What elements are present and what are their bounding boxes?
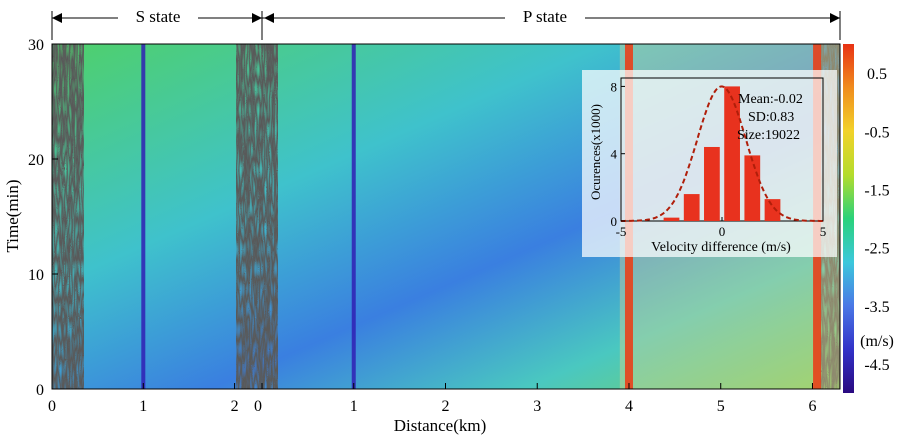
- heatmap-feature-stripe: [141, 44, 146, 389]
- inset-bar: [663, 217, 680, 221]
- inset-x-tick-label: 5: [820, 224, 827, 239]
- inset-y-tick-label: 8: [611, 79, 618, 94]
- colorbar-tick-label: 0.5: [867, 66, 887, 83]
- inset-x-tick-label: -5: [616, 224, 627, 239]
- panel-headers: S state P state: [51, 6, 841, 40]
- inset-x-tick-label: 0: [719, 224, 726, 239]
- colorbar-unit: (m/s): [860, 333, 894, 350]
- inset-bar: [704, 146, 720, 221]
- s-state-label: S state: [136, 7, 181, 26]
- y-tick-label: 0: [36, 382, 44, 399]
- inset-bar: [683, 194, 700, 221]
- inset-bars: [663, 86, 781, 221]
- y-tick-labels: 0 10 20 30: [28, 37, 58, 399]
- x-tick-label: 1: [139, 398, 147, 415]
- y-tick-label: 10: [28, 267, 44, 284]
- colorbar-tick-labels: 0.5 -0.5 -1.5 -2.5 -3.5 -4.5: [864, 66, 889, 374]
- colorbar: 0.5 -0.5 -1.5 -2.5 -3.5 -4.5 (m/s): [843, 44, 894, 393]
- inset-y-tick-label: 4: [611, 147, 618, 162]
- x-tick-label: 3: [533, 398, 541, 415]
- p-state-label: P state: [523, 7, 567, 26]
- inset-bar: [724, 86, 740, 221]
- x-tick-label: 1: [350, 398, 358, 415]
- inset-bar: [744, 155, 761, 221]
- x-axis-title: Distance(km): [394, 416, 487, 435]
- inset-bar: [764, 199, 781, 221]
- heatmap-noise-band: [236, 44, 278, 389]
- x-tick-label: 0: [48, 398, 56, 415]
- inset-normal-fit-curve: [621, 85, 823, 222]
- colorbar-tick-label: -1.5: [864, 182, 889, 199]
- colorbar-tick-label: -2.5: [864, 241, 889, 258]
- heatmap-feature-stripe: [351, 44, 356, 389]
- colorbar-tick-label: -3.5: [864, 299, 889, 316]
- x-tick-label: 4: [625, 398, 633, 415]
- colorbar-strip: [843, 44, 854, 393]
- heatmap-frame: [51, 43, 841, 390]
- p-state-bracket: P state: [262, 6, 841, 40]
- inset-stat-mean: Mean:-0.02: [738, 92, 803, 107]
- x-tick-label: 0: [254, 398, 262, 415]
- inset-stat-size: Size:19022: [737, 128, 800, 143]
- inset-y-tick-label: 0: [611, 214, 618, 229]
- x-tick-label: 6: [808, 398, 816, 415]
- y-axis: Time(min) 0 10 20 30: [3, 37, 58, 399]
- x-tick-label: 2: [441, 398, 449, 415]
- y-tick-label: 20: [28, 152, 44, 169]
- x-tick-label: 2: [231, 398, 239, 415]
- y-tick-label: 30: [28, 37, 44, 54]
- heatmap-noise-band: [52, 44, 84, 389]
- colorbar-tick-label: -4.5: [864, 357, 889, 374]
- x-tick-label: 5: [717, 398, 725, 415]
- inset-x-axis-title: Velocity difference (m/s): [651, 240, 791, 255]
- s-state-bracket: S state: [51, 6, 263, 40]
- y-axis-title: Time(min): [3, 179, 22, 252]
- inset-y-axis-title: Ocurences(x1000): [588, 104, 603, 200]
- inset-stat-sd: SD:0.83: [748, 110, 794, 125]
- colorbar-tick-label: -0.5: [864, 124, 889, 141]
